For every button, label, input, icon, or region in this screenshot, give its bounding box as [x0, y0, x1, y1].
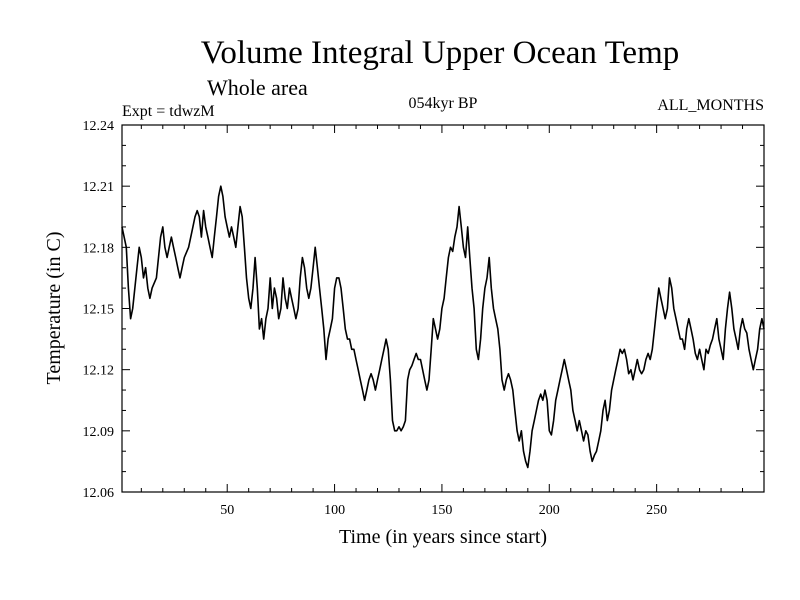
x-tick-label: 150 [431, 503, 452, 518]
x-tick-label: 250 [646, 503, 667, 518]
x-tick-label: 100 [324, 503, 345, 518]
x-tick-label: 50 [220, 503, 234, 518]
experiment-label: Expt = tdwzM [122, 103, 215, 120]
y-tick-label: 12.21 [83, 180, 115, 195]
series-line [121, 185, 765, 469]
period-label: 054kyr BP [409, 95, 478, 112]
y-tick-labels: 12.06 12.09 12.12 12.15 12.18 12.21 12.24 [83, 119, 115, 501]
y-tick-label: 12.06 [83, 486, 115, 501]
y-tick-label: 12.12 [83, 364, 115, 379]
x-tick-labels: 50 100 150 200 250 [220, 503, 667, 518]
months-label: ALL_MONTHS [657, 97, 764, 114]
x-tick-label: 200 [539, 503, 560, 518]
y-tick-label: 12.09 [83, 425, 115, 440]
x-axis-ticks [140, 125, 744, 492]
y-tick-label: 12.15 [83, 303, 115, 318]
y-tick-label: 12.24 [83, 119, 115, 134]
y-tick-label: 12.18 [83, 241, 115, 256]
x-axis-label: Time (in years since start) [339, 526, 547, 548]
plot-frame [121, 124, 765, 493]
chart-title: Volume Integral Upper Ocean Temp [201, 35, 679, 71]
y-axis-label: Temperature (in C) [43, 232, 65, 385]
chart-subtitle: Whole area [207, 75, 308, 100]
